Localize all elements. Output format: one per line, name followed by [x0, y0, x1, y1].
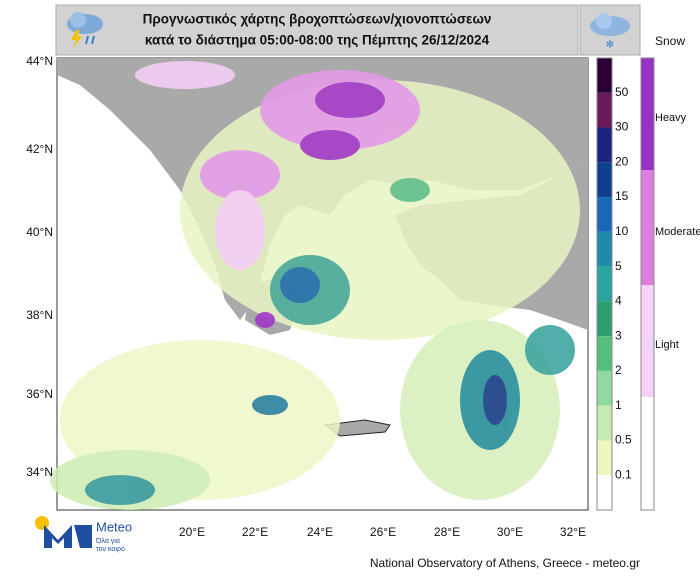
lat-label: 36°N: [26, 387, 53, 401]
lon-label: 22°E: [242, 525, 268, 539]
rain-legend-label: 2: [615, 363, 622, 377]
lon-label: 30°E: [497, 525, 523, 539]
title-line-2: κατά το διάστημα 05:00-08:00 της Πέμπτης…: [145, 33, 490, 48]
lat-label: 34°N: [26, 465, 53, 479]
rain-bar-segment: [597, 440, 612, 476]
rain-legend-label: 30: [615, 120, 629, 134]
rain-icon: [67, 12, 103, 48]
svg-text:✻: ✻: [606, 40, 614, 51]
lon-label: 24°E: [307, 525, 333, 539]
rain-legend-label: 50: [615, 85, 629, 99]
rain-bar-segment: [597, 475, 612, 510]
precip-moderate: [85, 178, 575, 505]
rain-legend-label: 20: [615, 154, 629, 168]
rain-bar-segment: [597, 370, 612, 406]
footer-credit: National Observatory of Athens, Greece -…: [370, 556, 640, 570]
logo: [35, 516, 92, 548]
rain-bar-segment: [597, 336, 612, 371]
title-line-1: Προγνωστικός χάρτης βροχοπτώσεων/χιονοπτ…: [143, 12, 492, 27]
lon-label: 26°E: [370, 525, 396, 539]
rain-legend-label: 15: [615, 189, 629, 203]
rain-bar-segment: [597, 162, 612, 198]
rain-legend-label: 5: [615, 259, 622, 273]
snow-legend-label: Light: [655, 339, 679, 351]
rain-legend-label: 0.1: [615, 467, 632, 481]
lon-label: 32°E: [560, 525, 586, 539]
snow-title: Snow: [655, 34, 685, 48]
lat-label: 40°N: [26, 225, 53, 239]
snow-icon: ✻: [590, 13, 630, 51]
rain-colorbar: [596, 57, 613, 511]
lat-label: 44°N: [26, 54, 53, 68]
rain-bar-frame: [596, 57, 613, 511]
rain-bar-segment: [597, 266, 612, 302]
rain-legend-label: 10: [615, 224, 629, 238]
rain-bar-segment: [597, 231, 612, 267]
rain-bar-segment: [597, 58, 612, 93]
rain-legend-label: 4: [615, 294, 622, 308]
rain-legend-label: 1: [615, 398, 622, 412]
logo-name: Meteo: [96, 519, 132, 534]
lon-label: 28°E: [434, 525, 460, 539]
rain-legend-label: 3: [615, 328, 622, 342]
rain-bar-segment: [597, 127, 612, 163]
snow-colorbar: [640, 57, 655, 511]
snow-legend-label: Moderate: [655, 226, 700, 238]
snow-areas: [135, 61, 420, 328]
map: [50, 57, 589, 511]
rain-bar-segment: [597, 92, 612, 128]
rain-bar-segment: [597, 405, 612, 441]
lat-label: 38°N: [26, 308, 53, 322]
logo-tagline-1: Όλα για: [95, 538, 120, 545]
rain-legend-label: 0.5: [615, 433, 632, 447]
title-box: [55, 4, 579, 56]
snow-legend-label: Heavy: [655, 112, 687, 124]
lat-label: 42°N: [26, 142, 53, 156]
rain-bar-segment: [597, 301, 612, 337]
lon-label: 20°E: [179, 525, 205, 539]
logo-tagline-2: τον καιρό: [96, 545, 125, 553]
rain-bar-segment: [597, 197, 612, 232]
